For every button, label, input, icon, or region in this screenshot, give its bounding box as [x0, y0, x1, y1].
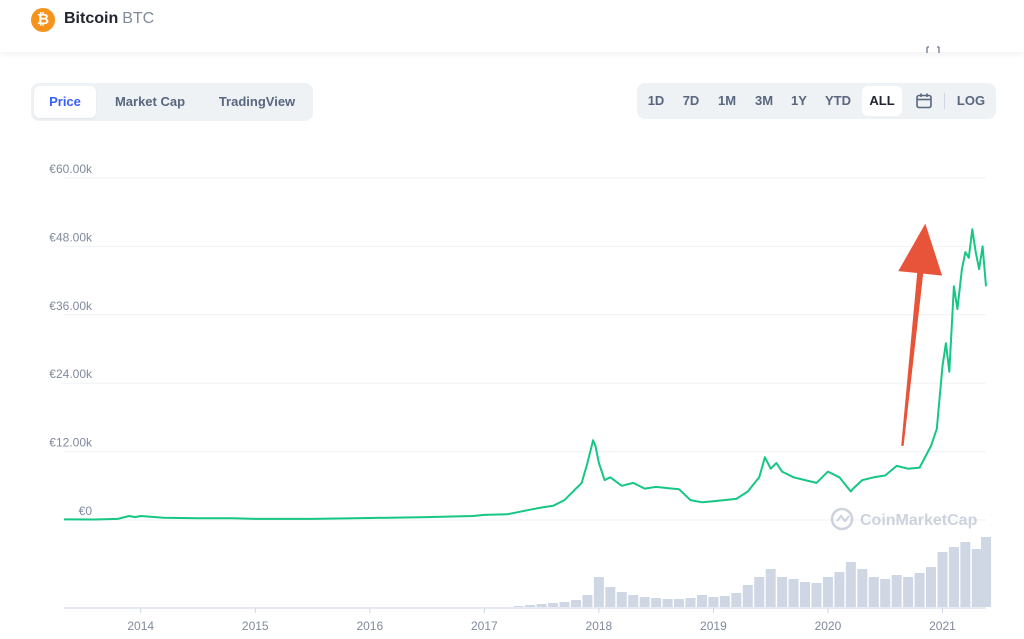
- volume-bar: [765, 569, 776, 607]
- x-axis: 2014 2015 2016 2017 2018 2019 2020 2021: [127, 608, 956, 633]
- chart-type-tabs: Price Market Cap TradingView: [31, 83, 313, 121]
- volume-bar: [914, 573, 925, 607]
- coinmarketcap-logo-icon: [830, 507, 854, 531]
- volume-bar: [903, 577, 914, 607]
- y-tick-label: €12.00k: [49, 436, 93, 450]
- volume-bar: [582, 595, 593, 607]
- coinmarketcap-logo-mark: [836, 514, 850, 523]
- tab-market-cap[interactable]: Market Cap: [114, 94, 186, 109]
- x-tick-label: 2017: [471, 619, 498, 633]
- volume-bar: [525, 605, 536, 607]
- volume-bar: [639, 597, 650, 607]
- range-separator: [944, 93, 945, 109]
- volume-bar: [868, 577, 879, 607]
- volume-bar: [719, 596, 730, 607]
- volume-bar: [788, 579, 799, 607]
- calendar-icon[interactable]: [915, 92, 933, 110]
- volume-bar: [981, 537, 991, 607]
- volume-bar: [742, 585, 753, 607]
- watermark: CoinMarketCap: [830, 507, 978, 531]
- tab-tradingview[interactable]: TradingView: [218, 94, 296, 109]
- x-tick-label: 2016: [356, 619, 383, 633]
- volume-bar: [731, 593, 742, 607]
- tab-price[interactable]: Price: [34, 86, 96, 118]
- volume-bar: [628, 595, 639, 607]
- volume-bar: [857, 569, 868, 607]
- volume-bar: [777, 577, 788, 607]
- volume-bar: [605, 587, 616, 607]
- log-scale-button[interactable]: LOG: [956, 93, 986, 108]
- expand-icon[interactable]: [926, 46, 940, 54]
- y-tick-label: €0: [79, 504, 93, 518]
- volume-bar: [845, 562, 856, 607]
- volume-bar: [971, 549, 982, 607]
- annotation-arrow-shape: [898, 223, 943, 446]
- y-tick-label: €36.00k: [49, 299, 93, 313]
- volume-bar: [937, 552, 948, 607]
- volume-bar: [570, 600, 581, 607]
- volume-bar: [880, 579, 891, 607]
- volume-bar: [651, 598, 662, 607]
- range-7d-button[interactable]: 7D: [682, 93, 700, 108]
- volume-bar: [708, 597, 719, 607]
- x-tick-label: 2019: [700, 619, 727, 633]
- volume-bar: [685, 598, 696, 607]
- volume-bar: [559, 602, 570, 607]
- volume-bar: [891, 575, 902, 607]
- volume-bar: [948, 547, 959, 607]
- y-axis: €0 €12.00k €24.00k €36.00k €48.00k €60.00k: [49, 162, 93, 518]
- volume-bar: [811, 583, 822, 607]
- range-1d-button[interactable]: 1D: [647, 93, 665, 108]
- volume-bar: [822, 577, 833, 607]
- y-tick-label: €60.00k: [49, 162, 93, 176]
- range-all-button[interactable]: ALL: [862, 86, 902, 116]
- time-range-selector: 1D 7D 1M 3M 1Y YTD ALL LOG: [637, 83, 996, 119]
- volume-bar: [926, 567, 937, 607]
- volume-bar: [536, 604, 547, 607]
- y-tick-label: €48.00k: [49, 230, 93, 244]
- volume-bar: [674, 599, 685, 607]
- coin-title: Bitcoin BTC: [64, 10, 154, 28]
- volume-bar: [834, 572, 845, 607]
- coin-name: Bitcoin: [64, 10, 119, 27]
- x-tick-label: 2015: [242, 619, 269, 633]
- x-tick-label: 2014: [127, 619, 154, 633]
- watermark-text: CoinMarketCap: [860, 512, 978, 529]
- coin-header: ₿ Bitcoin BTC: [0, 0, 1024, 52]
- volume-bar: [696, 595, 707, 607]
- volume-bar: [548, 603, 559, 607]
- price-line: [63, 228, 987, 521]
- range-3m-button[interactable]: 3M: [754, 93, 774, 108]
- volume-bar: [662, 599, 673, 607]
- volume-bar: [960, 542, 971, 607]
- volume-bar: [616, 592, 627, 607]
- x-tick-label: 2021: [929, 619, 956, 633]
- volume-bar: [593, 577, 604, 607]
- coin-symbol: BTC: [122, 10, 155, 27]
- x-tick-label: 2018: [586, 619, 613, 633]
- volume-bar: [754, 577, 765, 607]
- x-tick-label: 2020: [815, 619, 842, 633]
- bitcoin-logo-icon: ₿: [31, 8, 55, 32]
- volume-bar: [513, 606, 524, 607]
- range-1y-button[interactable]: 1Y: [791, 93, 807, 108]
- annotation-arrow: [898, 223, 943, 446]
- volume-bars: [513, 537, 991, 607]
- range-ytd-button[interactable]: YTD: [825, 93, 851, 108]
- chart-gridlines: [64, 177, 986, 521]
- volume-bar: [800, 582, 811, 607]
- range-1m-button[interactable]: 1M: [717, 93, 737, 108]
- y-tick-label: €24.00k: [49, 367, 93, 381]
